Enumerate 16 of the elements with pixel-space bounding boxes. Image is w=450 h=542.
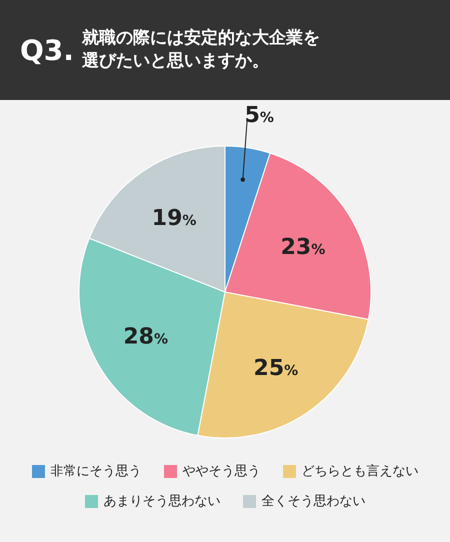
chart-title: Q3. [20, 34, 75, 66]
data-label: 19% [152, 206, 196, 232]
slice: 28% [78, 238, 226, 436]
data-label: 23% [280, 234, 326, 260]
legend-label: あまりそう思わない [104, 493, 220, 510]
slice: 19% [88, 146, 226, 292]
slice: 23% [224, 152, 372, 320]
legend-label: 全くそう思わない [262, 493, 366, 510]
data-label: 25% [254, 356, 298, 381]
legend-label: どちらとも言えない [302, 463, 418, 480]
slice: 25% [197, 292, 369, 438]
data-label: 5% [244, 103, 274, 128]
data-label: 28% [123, 324, 168, 350]
legend-label: 非常にそう思う [50, 463, 142, 480]
chart-subtitle: 就職の際には安定的な大企業を選びたいと思いますか。 [82, 27, 321, 73]
legend-label: ややそう思う [182, 463, 260, 480]
